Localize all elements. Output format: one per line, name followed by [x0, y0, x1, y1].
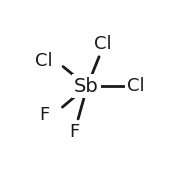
Text: Cl: Cl: [127, 77, 144, 95]
Text: F: F: [39, 106, 49, 124]
Text: Cl: Cl: [94, 35, 112, 53]
Text: Sb: Sb: [74, 77, 99, 96]
Text: Cl: Cl: [35, 52, 53, 70]
Text: F: F: [70, 123, 80, 141]
